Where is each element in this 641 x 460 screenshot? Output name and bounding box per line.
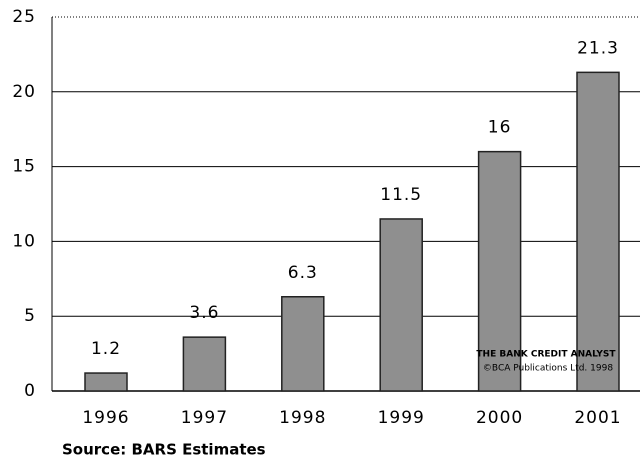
watermark: ©BCA Publications Ltd. 1998 [483,364,613,374]
x-tick-label: 1996 [82,408,129,428]
x-tick-label: 1997 [181,408,228,428]
source-note: Source: BARS Estimates [62,441,266,459]
x-tick-label: 2000 [476,408,523,428]
y-tick-label: 25 [12,7,36,27]
data-label: 11.5 [380,185,422,205]
data-label: 21.3 [577,38,619,58]
x-tick-label: 1999 [378,408,425,428]
data-label: 6.3 [288,263,318,283]
y-tick-label: 10 [12,231,36,251]
bar [84,372,128,392]
bar [281,296,325,392]
y-tick-label: 5 [24,306,36,326]
x-tick-label: 1998 [279,408,326,428]
data-label: 3.6 [189,303,219,323]
data-label: 16 [488,118,512,138]
y-tick-label: 20 [12,82,36,102]
y-tick-label: 0 [24,381,36,401]
watermark: THE BANK CREDIT ANALYST [476,350,616,360]
x-tick-label: 2001 [574,408,621,428]
bar [477,150,522,392]
data-label: 1.2 [91,339,121,359]
bar [379,218,423,392]
y-tick-label: 15 [12,157,36,177]
bar [576,71,620,392]
bar [182,336,227,392]
